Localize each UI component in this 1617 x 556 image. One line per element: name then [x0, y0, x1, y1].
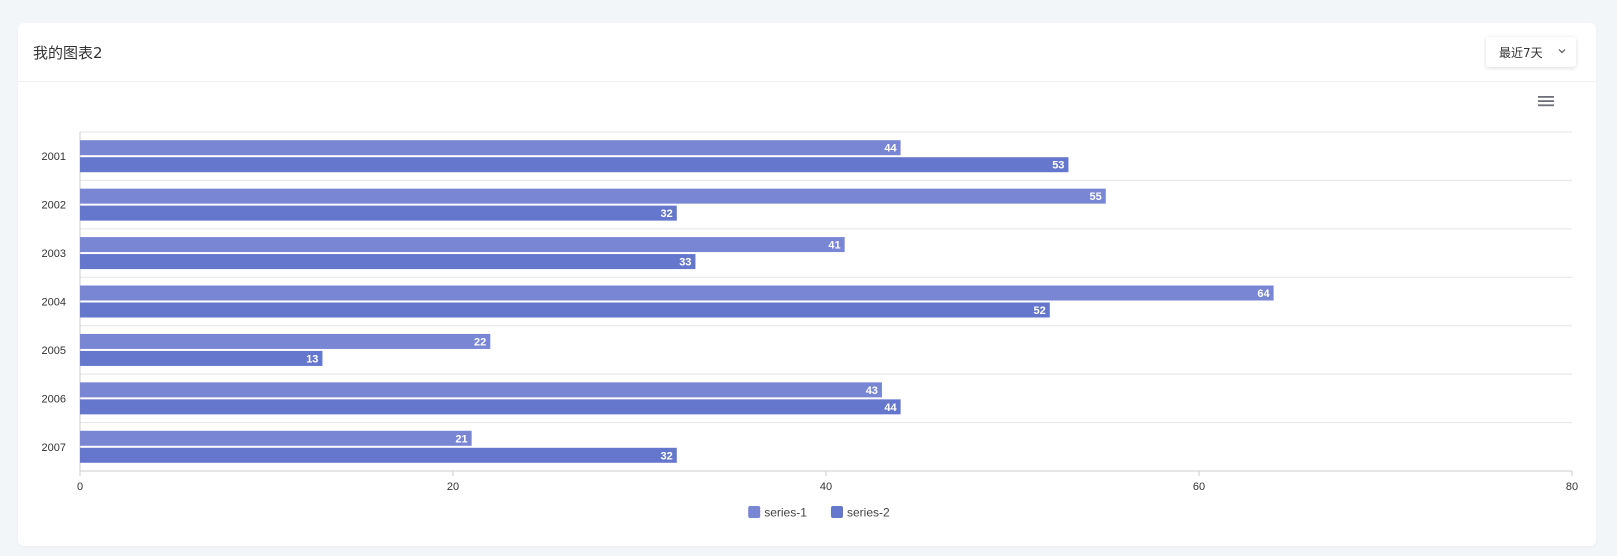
- x-tick-label: 20: [447, 481, 459, 493]
- bar-value-label: 22: [474, 336, 486, 348]
- legend-swatch: [748, 506, 761, 518]
- category-label: 2007: [42, 442, 66, 454]
- bar-series-1: [80, 285, 1274, 301]
- legend-label: series-2: [847, 506, 890, 520]
- bar-series-1: [80, 382, 882, 398]
- bar-value-label: 53: [1052, 160, 1064, 172]
- chevron-down-icon: [1558, 49, 1566, 54]
- bar-series-1: [80, 333, 491, 349]
- legend-swatch: [831, 506, 843, 518]
- bar-value-label: 55: [1090, 191, 1102, 203]
- x-tick-label: 40: [820, 481, 832, 493]
- bar-value-label: 21: [455, 433, 467, 445]
- hamburger-menu-icon[interactable]: [1536, 93, 1556, 109]
- bar-series-2: [80, 447, 677, 463]
- x-tick-label: 0: [77, 481, 83, 493]
- bar-value-label: 43: [866, 385, 878, 397]
- card-title: 我的图表2: [33, 44, 103, 62]
- category-label: 2005: [42, 345, 66, 357]
- bar-series-1: [80, 430, 472, 446]
- category-label: 2002: [42, 200, 66, 212]
- bar-value-label: 33: [679, 257, 691, 269]
- bar-value-label: 44: [884, 402, 897, 414]
- bar-value-label: 41: [828, 240, 840, 252]
- legend-label: series-1: [764, 506, 807, 520]
- bar-series-2: [80, 399, 901, 415]
- period-select[interactable]: 最近7天: [1486, 37, 1576, 67]
- period-select-value: 最近7天: [1499, 46, 1543, 60]
- x-tick-label: 60: [1193, 481, 1205, 493]
- bar-series-2: [80, 302, 1050, 318]
- bar-value-label: 44: [884, 143, 897, 155]
- bar-value-label: 32: [661, 208, 673, 220]
- bar-value-label: 13: [306, 353, 318, 365]
- bar-value-label: 64: [1257, 288, 1270, 300]
- bar-series-2: [80, 350, 323, 366]
- category-label: 2003: [42, 248, 66, 260]
- category-label: 2006: [42, 393, 66, 405]
- bar-series-2: [80, 254, 696, 270]
- card-header: 我的图表2 最近7天: [18, 23, 1596, 82]
- bar-series-1: [80, 237, 845, 253]
- category-label: 2004: [42, 297, 66, 309]
- bar-series-2: [80, 157, 1069, 173]
- bar-series-1: [80, 188, 1106, 204]
- bar-value-label: 32: [661, 450, 673, 462]
- bar-series-2: [80, 205, 677, 221]
- bar-value-label: 52: [1034, 305, 1046, 317]
- category-label: 2001: [42, 151, 66, 163]
- x-tick-label: 80: [1566, 481, 1578, 493]
- bar-series-1: [80, 140, 901, 156]
